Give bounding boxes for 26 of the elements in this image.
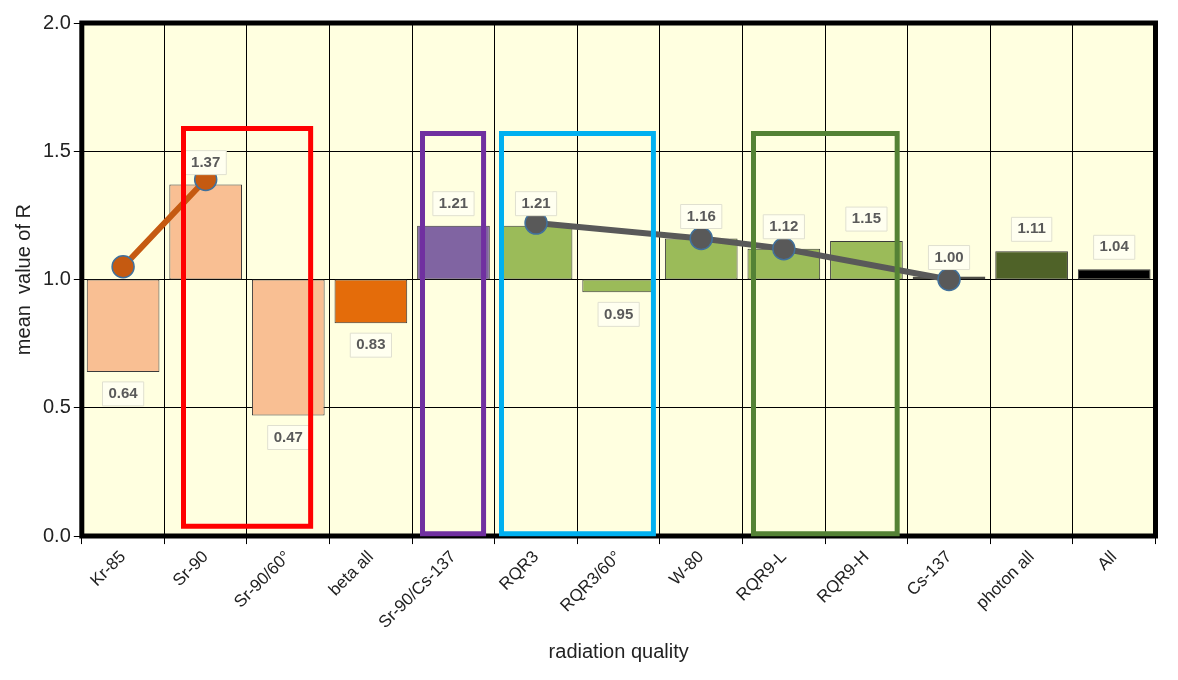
- data-label: 1.12: [769, 216, 799, 234]
- x-tick-label: beta all: [324, 547, 378, 600]
- y-tick-label: 1.0: [42, 267, 71, 290]
- data-label: 1.15: [851, 209, 882, 227]
- data-label: 1.16: [686, 206, 716, 224]
- point: [689, 226, 713, 251]
- data-label: 1.11: [1017, 219, 1046, 237]
- data-label: 1.21: [438, 193, 469, 211]
- data-label: 1.00: [934, 247, 964, 265]
- data-label: 1.04: [1099, 237, 1130, 255]
- point: [111, 254, 135, 279]
- y-tick-label: 0.5: [42, 395, 71, 418]
- data-label: 1.37: [191, 152, 221, 170]
- data-label: 0.95: [604, 304, 634, 322]
- y-tick-label: 0.0: [42, 523, 71, 546]
- data-label: 0.47: [273, 427, 303, 445]
- y-tick-label: 2.0: [42, 10, 71, 33]
- y-axis-title: mean value of R: [11, 203, 34, 356]
- x-axis-title: radiation quality: [548, 639, 689, 662]
- point: [937, 267, 961, 292]
- x-tick-label: All: [1093, 547, 1121, 574]
- data-label: 0.64: [108, 384, 139, 402]
- data-label: 0.83: [356, 335, 386, 353]
- point: [772, 237, 796, 261]
- y-tick-label: 1.5: [42, 138, 71, 161]
- data-label: 1.21: [521, 193, 551, 211]
